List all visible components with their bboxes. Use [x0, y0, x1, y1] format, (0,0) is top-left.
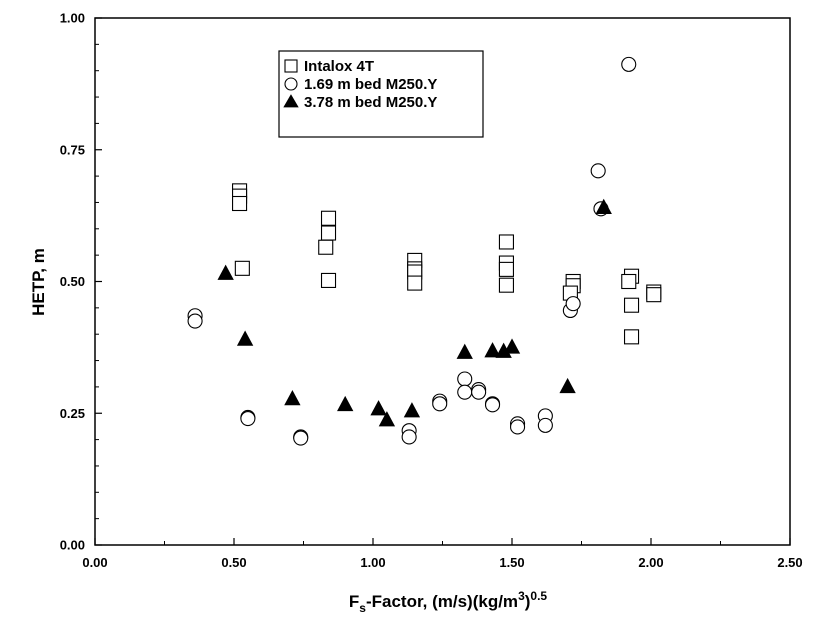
data-point [403, 402, 421, 418]
data-point [187, 313, 203, 329]
legend-item: 1.69 m bed M250.Y [284, 76, 437, 93]
legend-label: 1.69 m bed M250.Y [304, 76, 437, 93]
x-axis-title-superscript-2: 0.5 [530, 589, 547, 603]
legend-box [278, 50, 484, 138]
data-point [623, 297, 640, 313]
data-point [236, 330, 254, 346]
data-point [559, 377, 576, 394]
x-axis-title: Fs-Factor, (m/s)(kg/m3)0.5 [349, 589, 548, 615]
data-point [623, 329, 640, 345]
x-axis-title-close: ) [525, 592, 531, 611]
series-3 [217, 198, 612, 427]
data-point [471, 384, 487, 400]
data-point [646, 287, 662, 303]
x-tick-label: 0.50 [221, 555, 246, 570]
data-point [621, 56, 637, 72]
data-point [284, 390, 301, 406]
x-axis-title-subscript: s [359, 601, 366, 615]
data-point [537, 417, 553, 433]
y-tick-label: 0.25 [60, 406, 85, 421]
data-point [484, 342, 501, 358]
legend-item: Intalox 4T [284, 58, 374, 75]
x-tick-label: 2.50 [777, 555, 802, 570]
data-point [565, 296, 581, 312]
y-axis-title: HETP, m [29, 248, 48, 316]
data-point [621, 273, 637, 290]
x-axis-title-superscript-1: 3 [518, 589, 525, 603]
data-point [407, 275, 423, 291]
data-point [503, 338, 521, 354]
data-point [484, 397, 501, 413]
data-point [401, 429, 417, 445]
legend-label: 3.78 m bed M250.Y [304, 94, 437, 111]
data-point [318, 239, 334, 255]
data-point [510, 419, 526, 435]
legend-label: Intalox 4T [304, 58, 374, 75]
x-tick-label: 2.00 [638, 555, 663, 570]
x-axis-title-main: F [349, 592, 359, 611]
x-axis-title-rest: -Factor, (m/s)(kg/m [366, 592, 518, 611]
data-point [498, 234, 514, 250]
data-point [590, 163, 606, 179]
data-point [457, 384, 473, 400]
legend-marker [284, 77, 298, 91]
legend-marker [283, 94, 299, 108]
data-point [456, 343, 473, 359]
data-point [320, 272, 337, 288]
x-tick-label: 1.00 [360, 555, 385, 570]
data-point [320, 210, 337, 226]
legend-marker [284, 59, 298, 73]
legend: Intalox 4T1.69 m bed M250.Y3.78 m bed M2… [278, 50, 484, 138]
x-tick-label: 1.50 [499, 555, 524, 570]
data-point [498, 261, 514, 277]
data-point [595, 198, 612, 215]
data-point [457, 371, 473, 387]
data-point [378, 411, 396, 427]
data-point [293, 430, 309, 446]
data-point [240, 410, 256, 427]
data-point [320, 225, 337, 241]
data-point [234, 260, 250, 276]
legend-item: 3.78 m bed M250.Y [283, 94, 437, 111]
data-point [232, 195, 248, 212]
data-point [337, 395, 354, 412]
data-point [370, 400, 387, 416]
y-tick-label: 1.00 [60, 11, 85, 26]
data-point [217, 264, 234, 280]
y-tick-label: 0.50 [60, 274, 85, 289]
series-1 [232, 183, 662, 345]
data-point [498, 277, 514, 293]
data-point [432, 396, 448, 412]
x-tick-label: 0.00 [82, 555, 107, 570]
y-tick-label: 0.00 [60, 538, 85, 553]
y-tick-label: 0.75 [60, 142, 85, 157]
